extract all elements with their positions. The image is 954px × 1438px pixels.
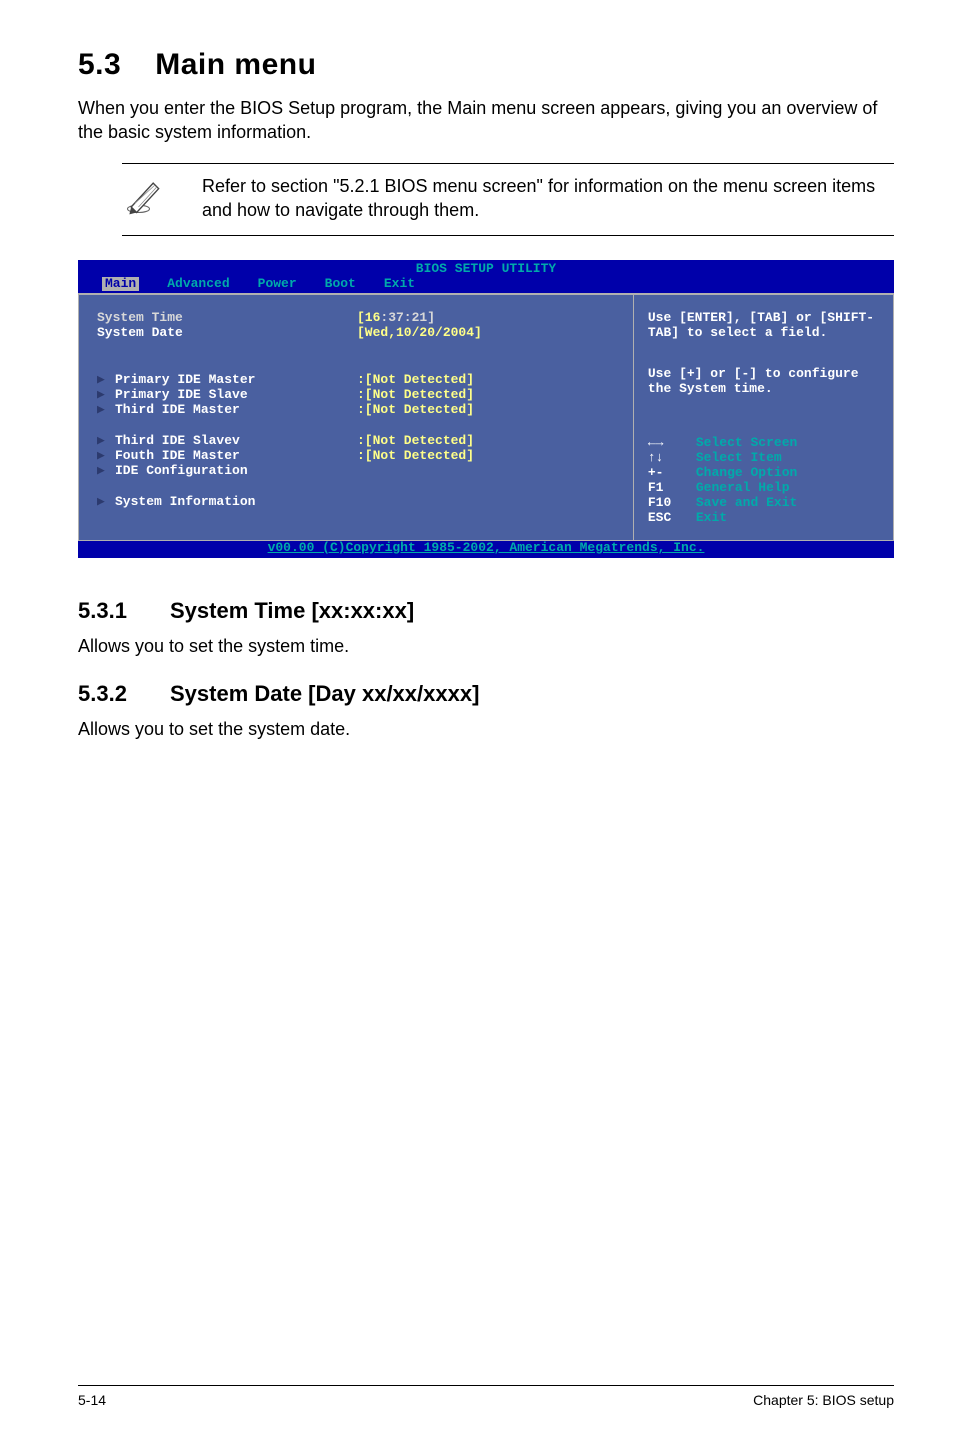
bios-key-row: ↑↓Select Item	[648, 451, 879, 466]
bios-row-label: System Date	[97, 326, 357, 341]
bios-gap	[97, 479, 615, 495]
page-footer: 5-14 Chapter 5: BIOS setup	[78, 1385, 894, 1408]
bios-row[interactable]: ▶Primary IDE Master:[Not Detected]	[97, 373, 615, 388]
bios-row-value: [16:37:21]	[357, 311, 615, 326]
subsection-532-text: Allows you to set the system date.	[78, 719, 894, 740]
subsection-531-heading: 5.3.1System Time [xx:xx:xx]	[78, 598, 894, 624]
subsection-532-title: System Date [Day xx/xx/xxxx]	[170, 681, 479, 706]
subsection-531-number: 5.3.1	[78, 598, 170, 624]
bios-screen: BIOS SETUP UTILITY Main Advanced Power B…	[78, 260, 894, 558]
bios-row-label: ▶IDE Configuration	[97, 464, 357, 479]
section-number: 5.3	[78, 48, 121, 81]
bios-row-value: :[Not Detected]	[357, 373, 615, 388]
bios-key-row: F10Save and Exit	[648, 496, 879, 511]
bios-tab-boot[interactable]: Boot	[325, 277, 356, 292]
bios-tabs: Main Advanced Power Boot Exit	[78, 277, 894, 294]
triangle-right-icon: ▶	[97, 464, 115, 479]
chapter-label: Chapter 5: BIOS setup	[753, 1392, 894, 1408]
bios-row[interactable]: ▶Third IDE Slavev:[Not Detected]	[97, 434, 615, 449]
bios-key: +-	[648, 466, 696, 481]
bios-left-panel: System Time[16:37:21]System Date[Wed,10/…	[78, 294, 633, 539]
note-box: Refer to section "5.2.1 BIOS menu screen…	[122, 163, 894, 236]
subsection-531-text: Allows you to set the system time.	[78, 636, 894, 657]
bios-row[interactable]: ▶IDE Configuration	[97, 464, 615, 479]
triangle-right-icon: ▶	[97, 373, 115, 388]
section-intro: When you enter the BIOS Setup program, t…	[78, 96, 894, 145]
bios-copyright: v00.00 (C)Copyright 1985-2002, American …	[78, 541, 894, 558]
bios-row-value: [Wed,10/20/2004]	[357, 326, 615, 341]
section-heading: 5.3 Main menu	[78, 48, 894, 82]
triangle-right-icon: ▶	[97, 388, 115, 403]
bios-row-value: :[Not Detected]	[357, 403, 615, 418]
bios-row[interactable]: ▶Fouth IDE Master:[Not Detected]	[97, 449, 615, 464]
subsection-531-title: System Time [xx:xx:xx]	[170, 598, 414, 623]
bios-key: F1	[648, 481, 696, 496]
bios-key: F10	[648, 496, 696, 511]
bios-row[interactable]: System Time[16:37:21]	[97, 311, 615, 326]
bios-key-action: Select Item	[696, 451, 782, 466]
bios-help-1: Use [ENTER], [TAB] or [SHIFT-TAB] to sel…	[648, 311, 879, 341]
bios-row[interactable]: System Date[Wed,10/20/2004]	[97, 326, 615, 341]
bios-row-label: ▶System Information	[97, 495, 357, 510]
bios-tab-main[interactable]: Main	[102, 277, 139, 292]
bios-row[interactable]: ▶Primary IDE Slave:[Not Detected]	[97, 388, 615, 403]
bios-key-action: General Help	[696, 481, 790, 496]
bios-key-action: Select Screen	[696, 436, 797, 451]
subsection-532-heading: 5.3.2System Date [Day xx/xx/xxxx]	[78, 681, 894, 707]
bios-row-value: :[Not Detected]	[357, 449, 615, 464]
bios-key-action: Save and Exit	[696, 496, 797, 511]
bios-row-label: ▶Third IDE Master	[97, 403, 357, 418]
pencil-icon	[122, 174, 166, 223]
triangle-right-icon: ▶	[97, 434, 115, 449]
bios-tab-exit[interactable]: Exit	[384, 277, 415, 292]
note-text: Refer to section "5.2.1 BIOS menu screen…	[202, 174, 894, 223]
bios-key: ←→	[648, 436, 696, 451]
bios-row-value: :[Not Detected]	[357, 434, 615, 449]
bios-key-row: ESCExit	[648, 511, 879, 526]
bios-row-value: :[Not Detected]	[357, 388, 615, 403]
bios-key: ESC	[648, 511, 696, 526]
bios-row-value	[357, 495, 615, 510]
bios-tab-advanced[interactable]: Advanced	[167, 277, 229, 292]
bios-gap	[97, 341, 615, 357]
bios-row-label: ▶Primary IDE Master	[97, 373, 357, 388]
triangle-right-icon: ▶	[97, 449, 115, 464]
bios-help-2: Use [+] or [-] to configure the System t…	[648, 367, 879, 397]
bios-body: System Time[16:37:21]System Date[Wed,10/…	[78, 293, 894, 540]
bios-tab-power[interactable]: Power	[258, 277, 297, 292]
bios-key-row: ←→Select Screen	[648, 436, 879, 451]
bios-title: BIOS SETUP UTILITY	[78, 260, 894, 277]
page-number: 5-14	[78, 1392, 106, 1408]
bios-row[interactable]: ▶System Information	[97, 495, 615, 510]
bios-row[interactable]: ▶Third IDE Master:[Not Detected]	[97, 403, 615, 418]
bios-key-action: Exit	[696, 511, 727, 526]
triangle-right-icon: ▶	[97, 495, 115, 510]
subsection-532-number: 5.3.2	[78, 681, 170, 707]
bios-row-label: ▶Fouth IDE Master	[97, 449, 357, 464]
bios-right-panel: Use [ENTER], [TAB] or [SHIFT-TAB] to sel…	[633, 294, 894, 539]
bios-row-label: System Time	[97, 311, 357, 326]
bios-row-label: ▶Primary IDE Slave	[97, 388, 357, 403]
bios-key-row: F1General Help	[648, 481, 879, 496]
bios-row-label: ▶Third IDE Slavev	[97, 434, 357, 449]
bios-key: ↑↓	[648, 451, 696, 466]
bios-gap	[97, 418, 615, 434]
triangle-right-icon: ▶	[97, 403, 115, 418]
bios-key-action: Change Option	[696, 466, 797, 481]
bios-row-value	[357, 464, 615, 479]
section-title-text: Main menu	[155, 48, 316, 81]
bios-key-legend: ←→Select Screen↑↓Select Item+-Change Opt…	[648, 436, 879, 526]
bios-gap	[97, 357, 615, 373]
bios-key-row: +-Change Option	[648, 466, 879, 481]
